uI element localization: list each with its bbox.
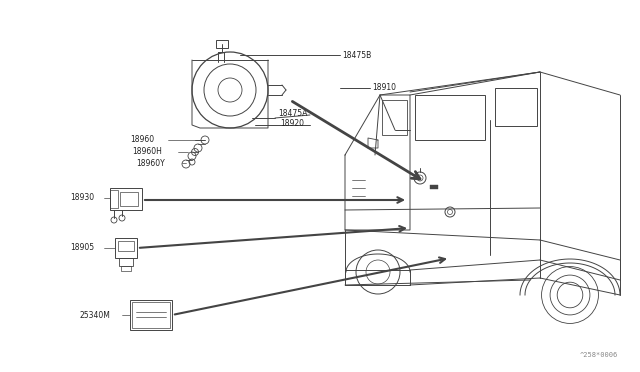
Text: 18475A: 18475A bbox=[278, 109, 307, 118]
Bar bbox=[132, 302, 170, 328]
Bar bbox=[118, 241, 134, 251]
Bar bbox=[495, 88, 537, 126]
Text: 18905: 18905 bbox=[70, 244, 94, 253]
Bar bbox=[382, 100, 407, 135]
Text: 18960Y: 18960Y bbox=[136, 158, 164, 167]
Text: 25340M: 25340M bbox=[80, 311, 111, 320]
Bar bbox=[115, 238, 137, 258]
Text: 18930: 18930 bbox=[70, 193, 94, 202]
Bar bbox=[216, 40, 228, 48]
Bar bbox=[130, 300, 172, 330]
Text: 18960H: 18960H bbox=[132, 148, 162, 157]
Bar bbox=[430, 185, 438, 189]
Bar bbox=[110, 188, 142, 210]
Bar bbox=[120, 192, 138, 206]
Text: 18960: 18960 bbox=[130, 135, 154, 144]
Text: 18910: 18910 bbox=[372, 83, 396, 93]
Bar bbox=[121, 266, 131, 271]
Bar bbox=[415, 95, 485, 140]
Bar bbox=[119, 258, 133, 266]
Text: 18475B: 18475B bbox=[342, 51, 371, 60]
Bar bbox=[110, 190, 118, 208]
Text: 18920: 18920 bbox=[280, 119, 304, 128]
Text: ^258*0006: ^258*0006 bbox=[580, 352, 618, 358]
